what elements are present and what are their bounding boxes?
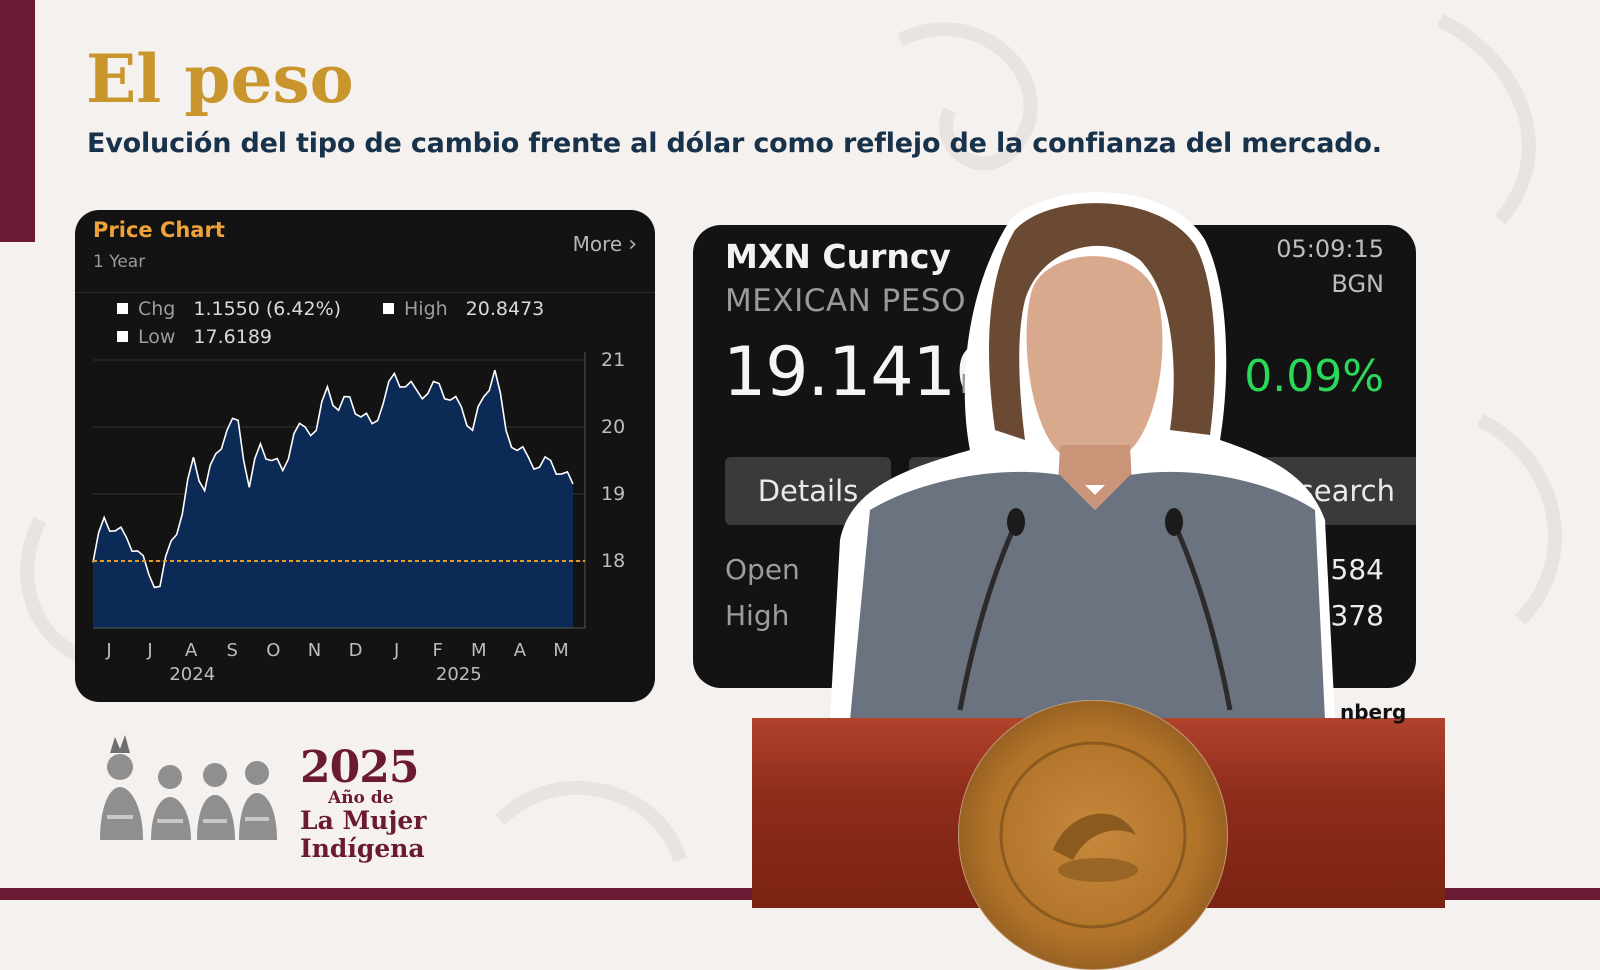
price-chart-card: Price Chart 1 Year More › Chg 1.1550 (6.42… <box>75 210 655 702</box>
stat-high: High 20.8473 <box>383 298 544 320</box>
y-tick-label: 20 <box>601 416 625 438</box>
price-chart-title: Price Chart <box>93 218 225 242</box>
stat-chg: Chg 1.1550 (6.42%) <box>117 298 341 320</box>
currency-name: MEXICAN PESO <box>725 283 966 319</box>
stat-high-label: High <box>404 298 448 320</box>
price-chart-plot: 18 19 20 21 J J A S O N D J F M A M 2024 2025 <box>92 349 625 685</box>
series-line <box>92 369 574 589</box>
more-link[interactable]: More › <box>573 232 637 257</box>
quote-source: BGN <box>1331 270 1384 298</box>
x-tick-label: S <box>227 640 238 661</box>
stat-chg-value: 1.1550 (6.42%) <box>193 298 342 320</box>
national-seal-emblem <box>999 741 1187 929</box>
chevron-right-icon: › <box>628 232 637 257</box>
indigenous-women-illustration-icon <box>100 735 277 840</box>
x-tick-label: M <box>471 640 487 661</box>
x-tick-label: A <box>514 640 527 661</box>
stat-high-value: 20.8473 <box>465 298 545 320</box>
card-divider <box>75 292 655 293</box>
x-tick-label: D <box>349 640 363 661</box>
x-tick-label: A <box>185 640 198 661</box>
x-tick-label: J <box>146 640 152 661</box>
y-tick-label: 21 <box>601 349 625 371</box>
brand-side-bar <box>0 0 35 242</box>
year-label: 2025 <box>436 664 482 685</box>
price-chart-period: 1 Year <box>93 252 146 272</box>
x-tick-label: O <box>266 640 280 661</box>
background-pattern <box>20 13 1562 863</box>
logo-line-2: La Mujer <box>300 806 427 835</box>
quote-time: 05:09:15 <box>1276 235 1384 263</box>
high-label: High <box>725 599 790 632</box>
x-tick-label: J <box>393 640 399 661</box>
legend-square-icon <box>117 303 128 314</box>
high-value: 378 <box>1330 599 1384 632</box>
stat-low-value: 17.6189 <box>193 326 272 348</box>
logo-year: 2025 <box>300 742 419 793</box>
open-label: Open <box>725 553 800 586</box>
speaker-photo <box>830 192 1335 721</box>
x-tick-label: M <box>553 640 569 661</box>
x-tick-label: F <box>433 640 443 661</box>
more-label: More <box>572 232 623 256</box>
x-tick-label: N <box>308 640 321 661</box>
y-tick-label: 19 <box>601 483 625 505</box>
change-percent: 0.09% <box>1244 351 1384 402</box>
legend-square-icon <box>383 303 394 314</box>
x-tick-label: J <box>105 640 111 661</box>
slide-title: El peso <box>86 40 354 118</box>
source-credit: nberg <box>1340 700 1407 724</box>
ticker-symbol: MXN Curncy <box>725 237 951 276</box>
stat-low-label: Low <box>138 326 176 348</box>
series-area <box>93 370 573 628</box>
year-label: 2024 <box>169 664 215 685</box>
last-price: 19.1416 <box>723 333 998 412</box>
slide-subtitle: Evolución del tipo de cambio frente al d… <box>87 128 1382 159</box>
y-tick-label: 18 <box>601 550 625 572</box>
legend-square-icon <box>117 331 128 342</box>
logo-line-1: Año de <box>328 788 394 808</box>
stat-low: Low 17.6189 <box>117 326 272 348</box>
logo-line-3: Indígena <box>300 834 425 863</box>
stat-chg-label: Chg <box>138 298 176 320</box>
